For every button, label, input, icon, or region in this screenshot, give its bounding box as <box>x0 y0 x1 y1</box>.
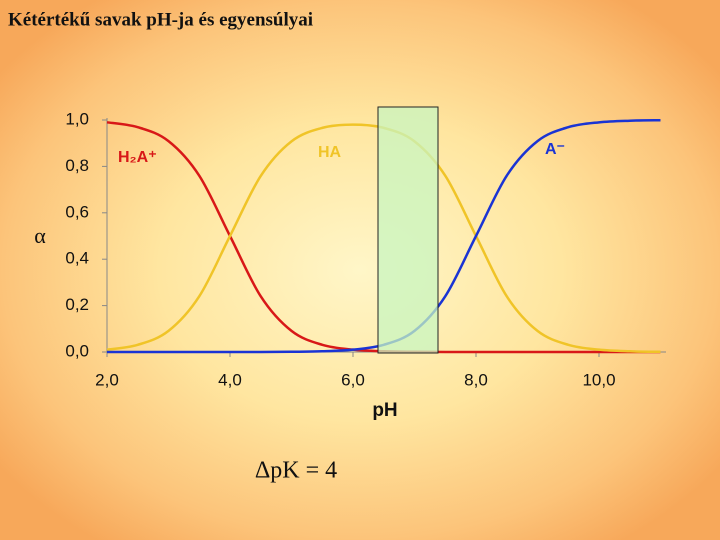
x-axis-label: pH <box>372 400 397 421</box>
series-label: HA <box>318 144 342 161</box>
y-tick-label: 1,0 <box>65 109 89 128</box>
x-tick-label: 10,0 <box>582 370 615 389</box>
y-tick-label: 0,8 <box>65 156 89 175</box>
x-tick-label: 8,0 <box>464 370 488 389</box>
x-tick-label: 2,0 <box>95 370 119 389</box>
y-tick-label: 0,4 <box>65 249 89 268</box>
highlight-region <box>377 106 439 354</box>
x-tick-label: 6,0 <box>341 370 365 389</box>
slide-title: Kétértékű savak pH-ja és egyensúlyai <box>8 9 313 30</box>
annotation: ΔpK = 4 <box>255 458 337 484</box>
series-label: A⁻ <box>545 141 565 158</box>
y-tick-label: 0,0 <box>65 341 89 360</box>
x-tick-label: 4,0 <box>218 370 242 389</box>
y-axis-label: α <box>34 223 46 248</box>
series-label: H₂A⁺ <box>118 149 157 166</box>
y-tick-label: 0,6 <box>65 202 89 221</box>
y-tick-label: 0,2 <box>65 295 89 314</box>
